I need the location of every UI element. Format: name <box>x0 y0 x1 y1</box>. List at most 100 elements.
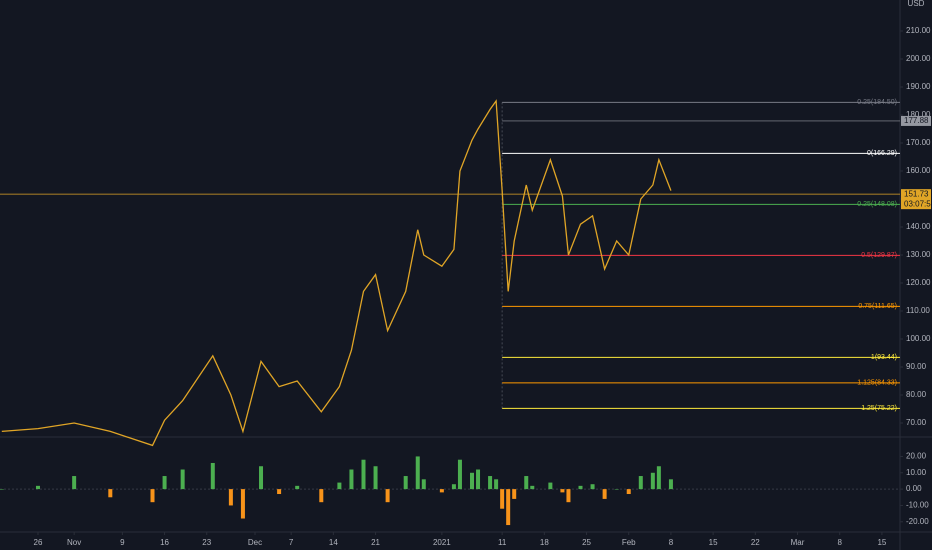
x-tick-label: Mar <box>791 538 805 547</box>
osc-bar <box>162 476 167 490</box>
x-tick-label: 14 <box>329 538 338 547</box>
x-tick-label: 11 <box>498 538 507 547</box>
osc-bar <box>566 489 571 503</box>
osc-y-tick-label: 20.00 <box>906 452 927 461</box>
osc-y-tick-label: -10.00 <box>906 501 929 510</box>
x-tick-label: 25 <box>582 538 591 547</box>
osc-y-tick-label: 0.00 <box>906 484 922 493</box>
y-tick-label: 210.00 <box>906 26 931 35</box>
fib-label: 0.5(129.87) <box>861 252 897 259</box>
countdown-label: 03:07:57 <box>904 199 932 208</box>
osc-bar <box>35 485 40 490</box>
x-tick-label: 8 <box>669 538 674 547</box>
x-tick-label: 15 <box>877 538 886 547</box>
fib-label: 0.25(148.08) <box>857 201 897 208</box>
osc-bar <box>210 462 215 490</box>
x-tick-label: 18 <box>540 538 549 547</box>
price-label-box <box>901 189 931 210</box>
osc-bar <box>638 476 643 490</box>
y-tick-label: 190.00 <box>906 82 931 91</box>
fib-label: 0(166.29) <box>867 150 897 157</box>
osc-bar <box>578 485 583 490</box>
currency-label: USD <box>908 0 925 8</box>
osc-bar <box>0 489 4 490</box>
osc-bar <box>403 476 408 490</box>
osc-bar <box>337 482 342 490</box>
x-tick-label: Nov <box>67 538 81 547</box>
osc-bar <box>470 472 475 490</box>
price-label: 151.73 <box>904 189 929 198</box>
price-label: 177.88 <box>904 116 929 125</box>
y-tick-label: 80.00 <box>906 390 927 399</box>
osc-bar <box>385 489 390 503</box>
osc-bar <box>277 489 282 495</box>
x-tick-label: 7 <box>289 538 294 547</box>
osc-bar <box>439 489 444 493</box>
osc-bar <box>150 489 155 503</box>
x-tick-label: 9 <box>120 538 125 547</box>
y-tick-label: 140.00 <box>906 222 931 231</box>
fib-label: 0.25(184.50) <box>857 99 897 106</box>
osc-bar <box>548 482 553 490</box>
x-tick-label: Dec <box>248 538 262 547</box>
x-tick-label: 26 <box>34 538 43 547</box>
osc-bar <box>349 469 354 490</box>
osc-bar <box>494 479 499 490</box>
osc-bar <box>488 476 493 490</box>
price-line-series <box>1 99 672 447</box>
osc-y-tick-label: -20.00 <box>906 517 929 526</box>
osc-bar <box>240 489 245 519</box>
osc-bar <box>626 489 631 495</box>
y-tick-label: 130.00 <box>906 250 931 259</box>
osc-bar <box>180 469 185 490</box>
x-tick-label: 21 <box>371 538 380 547</box>
y-tick-label: 170.00 <box>906 138 931 147</box>
y-tick-label: 110.00 <box>906 306 930 315</box>
y-tick-label: 160.00 <box>906 166 931 175</box>
osc-bar <box>415 456 420 490</box>
fib-label: 1.25(75.22) <box>861 405 897 412</box>
osc-bar <box>108 489 113 498</box>
osc-bar <box>512 489 517 499</box>
x-tick-label: Feb <box>622 538 636 547</box>
osc-bar <box>457 459 462 490</box>
fib-label: 1.125(84.33) <box>857 380 897 387</box>
x-tick-label: 15 <box>709 538 718 547</box>
y-tick-label: 100.00 <box>906 334 931 343</box>
osc-bar <box>295 485 300 490</box>
osc-bar <box>560 489 565 493</box>
x-tick-label: 23 <box>202 538 211 547</box>
osc-bar <box>421 479 426 490</box>
x-tick-label: 22 <box>751 538 760 547</box>
osc-bar <box>668 479 673 490</box>
osc-bar <box>373 466 378 490</box>
x-tick-label: 8 <box>837 538 842 547</box>
osc-bar <box>650 472 655 490</box>
osc-bar <box>451 484 456 490</box>
y-tick-label: 70.00 <box>906 418 927 427</box>
osc-bar <box>228 489 233 506</box>
y-tick-label: 180.00 <box>906 110 931 119</box>
price-label-box <box>901 115 931 126</box>
osc-bar <box>476 469 481 490</box>
osc-bar <box>524 476 529 490</box>
osc-bar <box>319 489 324 503</box>
y-tick-label: 90.00 <box>906 362 927 371</box>
osc-bar <box>72 476 77 490</box>
osc-bar <box>530 485 535 490</box>
osc-bar <box>614 489 619 490</box>
osc-y-tick-label: 10.00 <box>906 468 927 477</box>
osc-bar <box>506 489 511 526</box>
osc-bar <box>602 489 607 499</box>
fib-label: 1(93.44) <box>871 354 897 361</box>
y-tick-label: 200.00 <box>906 54 931 63</box>
fib-label: 0.75(111.65) <box>858 303 897 310</box>
osc-bar <box>259 466 264 490</box>
osc-bar <box>590 484 595 490</box>
x-tick-label: 16 <box>160 538 169 547</box>
osc-bar <box>361 459 366 490</box>
x-tick-label: 2021 <box>433 538 451 547</box>
osc-bar <box>656 466 661 490</box>
